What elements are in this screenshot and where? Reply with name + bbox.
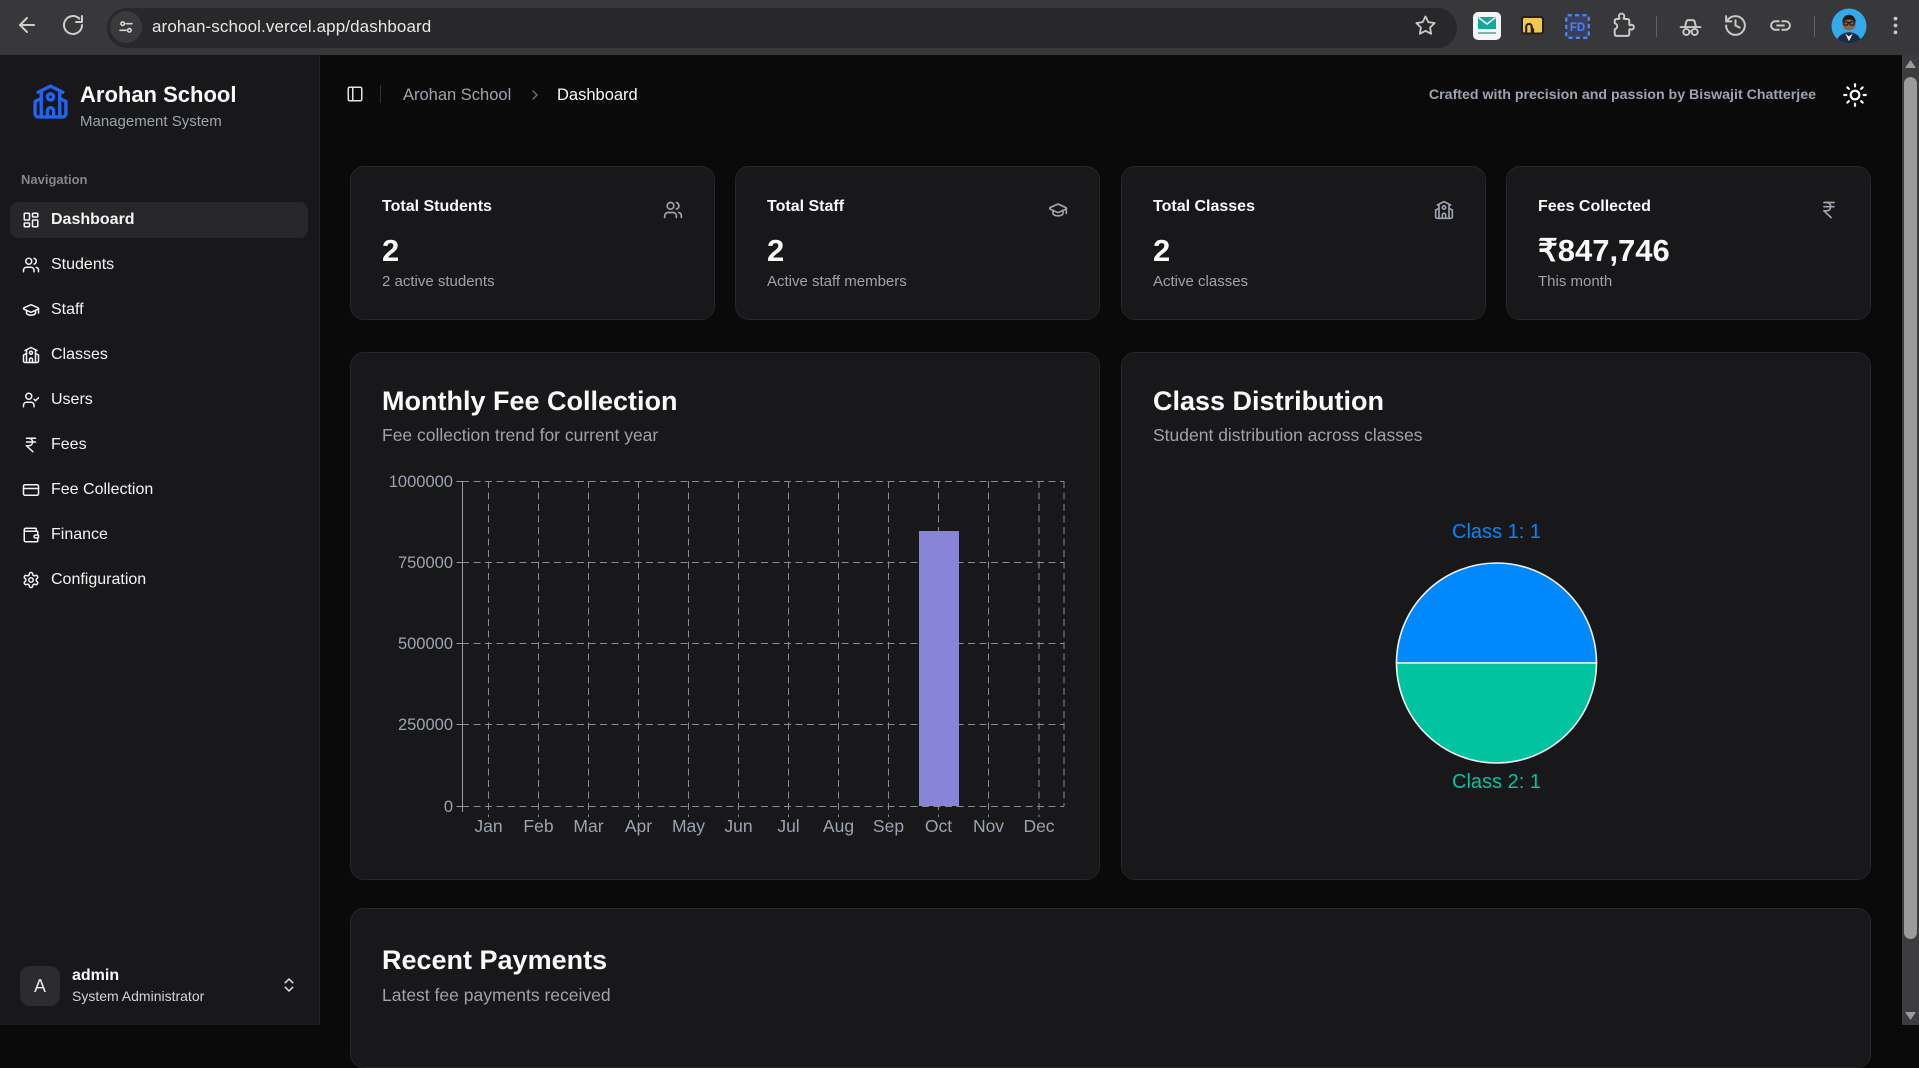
svg-text:Sep: Sep	[873, 816, 904, 836]
svg-text:0: 0	[444, 798, 453, 816]
svg-text:Class 2: 1: Class 2: 1	[1452, 771, 1541, 793]
svg-text:Jun: Jun	[724, 816, 752, 836]
svg-text:Aug: Aug	[823, 816, 854, 836]
svg-text:750000: 750000	[398, 554, 453, 572]
svg-text:250000: 250000	[398, 716, 453, 734]
svg-text:Apr: Apr	[625, 816, 652, 836]
svg-text:Jul: Jul	[777, 816, 799, 836]
svg-text:May: May	[672, 816, 705, 836]
svg-text:500000: 500000	[398, 635, 453, 653]
svg-text:Oct: Oct	[925, 816, 952, 836]
svg-text:Class 1: 1: Class 1: 1	[1452, 521, 1541, 543]
svg-text:Nov: Nov	[973, 816, 1004, 836]
svg-text:Jan: Jan	[474, 816, 502, 836]
svg-text:FD: FD	[1570, 22, 1585, 34]
svg-text:Dec: Dec	[1023, 816, 1054, 836]
svg-text:Feb: Feb	[523, 816, 553, 836]
svg-text:1000000: 1000000	[389, 473, 453, 491]
svg-text:Mar: Mar	[573, 816, 603, 836]
